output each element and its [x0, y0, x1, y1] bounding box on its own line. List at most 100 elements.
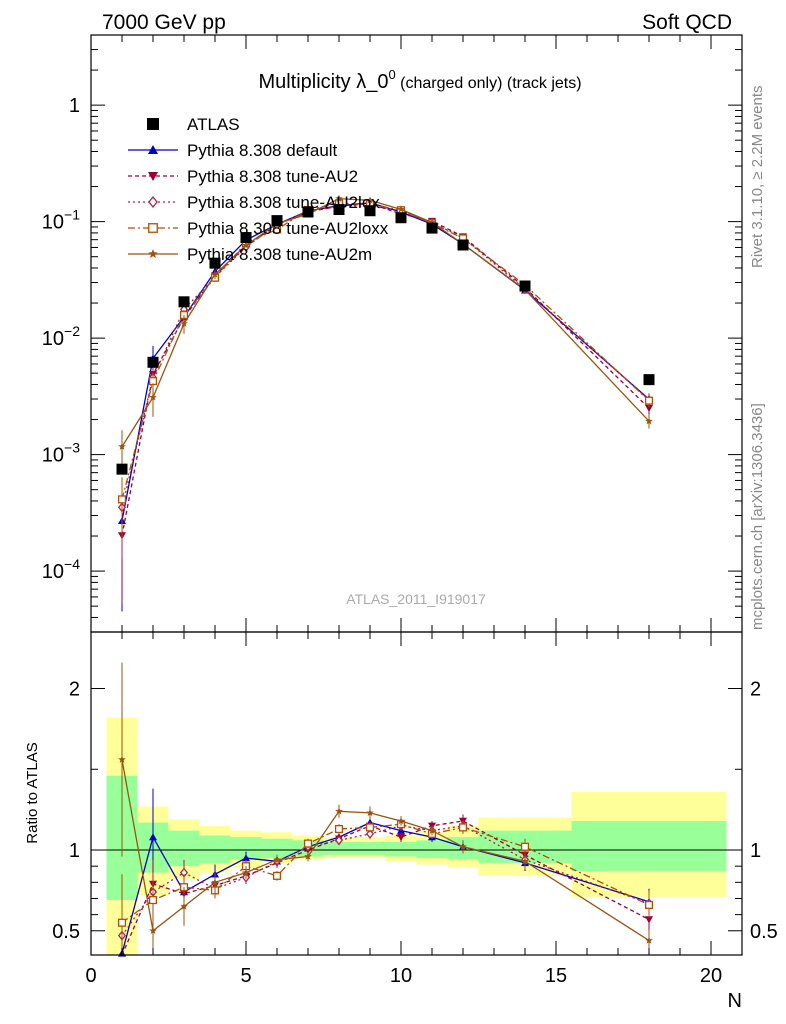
series-marker-ratio — [242, 854, 250, 862]
legend-marker — [148, 195, 158, 209]
atlas-data-markers — [116, 204, 655, 475]
series-marker-ratio — [304, 852, 312, 860]
x-tick-label: 20 — [700, 965, 722, 987]
ratio-tick-label-right: 0.5 — [750, 921, 778, 943]
ratio-tick-label-right: 1 — [750, 840, 761, 862]
data-point — [426, 222, 438, 234]
band-inner-bin — [416, 840, 448, 859]
series-marker-ratio — [520, 842, 530, 851]
series-marker-main — [117, 495, 127, 504]
series-line-ratio — [121, 825, 650, 936]
data-point — [116, 463, 128, 475]
y-tick-label: 10−3 — [42, 440, 80, 467]
ratio-uncertainty-bands — [106, 717, 727, 955]
header-right: Soft QCD — [642, 11, 732, 34]
data-point — [302, 206, 314, 218]
data-point — [364, 205, 376, 217]
series-line-ratio — [121, 759, 650, 942]
series-marker-ratio — [458, 823, 468, 832]
series-marker-main — [180, 319, 188, 327]
data-point — [457, 239, 469, 251]
series-line-ratio — [121, 823, 650, 924]
y-tick-label: 10−4 — [42, 556, 80, 583]
series-marker-main — [645, 404, 653, 413]
y-tick-exponent: −4 — [64, 556, 80, 572]
ratio-tick-label-left: 2 — [69, 679, 80, 701]
chart-title-sup: 0 — [388, 67, 395, 82]
series-marker-main — [118, 442, 126, 450]
y-tick-base: 10 — [42, 445, 64, 467]
series-marker-ratio — [335, 807, 343, 815]
legend-label: Pythia 8.308 default — [187, 141, 338, 160]
data-point — [643, 374, 655, 386]
series-marker-ratio — [645, 916, 653, 924]
chart-title-main: Multiplicity λ_0 — [258, 71, 388, 93]
data-point — [519, 280, 531, 292]
y-tick-exponent: −2 — [64, 323, 80, 339]
ratio-tick-label-left: 1 — [69, 840, 80, 862]
series-line-ratio — [121, 820, 650, 956]
y-tick-base: 10 — [42, 328, 64, 350]
chart-title-suffix: (charged only) (track jets) — [396, 75, 582, 92]
chart-title: Multiplicity λ_00 (charged only) (track … — [258, 67, 581, 93]
ratio-panel-frame — [90, 631, 743, 956]
series-marker-ratio — [365, 828, 375, 839]
data-point — [271, 215, 283, 227]
side-label-top: Rivet 3.1.10, ≥ 2.2M events — [749, 86, 766, 269]
y-tick-base: 10 — [42, 212, 64, 234]
data-point — [178, 296, 190, 308]
data-point — [333, 204, 345, 216]
series-marker-ratio — [272, 871, 282, 880]
analysis-watermark: ATLAS_2011_I919017 — [346, 591, 486, 607]
series-marker-ratio — [365, 823, 375, 832]
series-marker-main — [242, 241, 250, 249]
band-inner-bin — [261, 838, 293, 859]
band-inner-bin — [385, 841, 417, 857]
series-marker-ratio — [149, 926, 157, 935]
legend-marker — [148, 172, 158, 181]
series-marker-ratio — [334, 824, 344, 834]
y-tick-label: 1 — [69, 95, 80, 117]
band-inner-bin — [230, 837, 262, 860]
band-inner-bin — [199, 835, 231, 863]
legend: ATLAS Pythia 8.308 default Pythia 8.308 tu… — [128, 115, 389, 264]
band-inner-bin — [354, 841, 386, 855]
y-tick-label: 10−1 — [42, 207, 80, 234]
legend-marker — [148, 249, 158, 259]
series-marker-ratio — [428, 826, 436, 834]
series-marker-ratio — [366, 808, 374, 817]
y-tick-exponent: −3 — [64, 440, 80, 456]
series-marker-ratio — [149, 833, 157, 841]
series-marker-ratio — [644, 900, 654, 909]
legend-marker — [148, 145, 158, 154]
series-marker-ratio — [303, 839, 313, 848]
ratio-tick-label-left: 0.5 — [52, 921, 80, 943]
x-tick-label: 10 — [390, 965, 412, 987]
series-line-ratio — [121, 821, 650, 954]
band-inner-bin — [323, 841, 355, 855]
side-label-bottom: mcplots.cern.ch [arXiv:1306.3436] — [749, 403, 766, 630]
series-marker-main — [645, 417, 653, 425]
series-marker-main — [335, 194, 343, 202]
series-marker-ratio — [118, 755, 126, 763]
legend-label: Pythia 8.308 tune-AU2 — [187, 167, 358, 186]
x-tick-label: 15 — [545, 965, 567, 987]
legend-label: Pythia 8.308 tune-AU2loxx — [187, 219, 389, 238]
header-left: 7000 GeV pp — [102, 11, 226, 34]
ratio-axis-title: Ratio to ATLAS — [24, 742, 41, 843]
series-marker-ratio — [148, 896, 158, 905]
data-point — [147, 356, 159, 368]
y-tick-base: 10 — [42, 561, 64, 583]
series-marker-main — [428, 218, 436, 226]
series-marker-ratio — [459, 842, 467, 851]
legend-label: Pythia 8.308 tune-AU2lox — [187, 193, 380, 212]
legend-marker — [148, 223, 158, 233]
series-marker-ratio — [180, 902, 188, 910]
ratio-tick-label-right: 2 — [750, 679, 761, 701]
data-point — [209, 257, 221, 269]
series-marker-ratio — [645, 936, 653, 944]
y-tick-exponent: −1 — [64, 207, 80, 223]
series-marker-ratio — [397, 816, 405, 825]
series-marker-main — [149, 393, 157, 401]
y-tick-label: 10−2 — [42, 323, 80, 350]
